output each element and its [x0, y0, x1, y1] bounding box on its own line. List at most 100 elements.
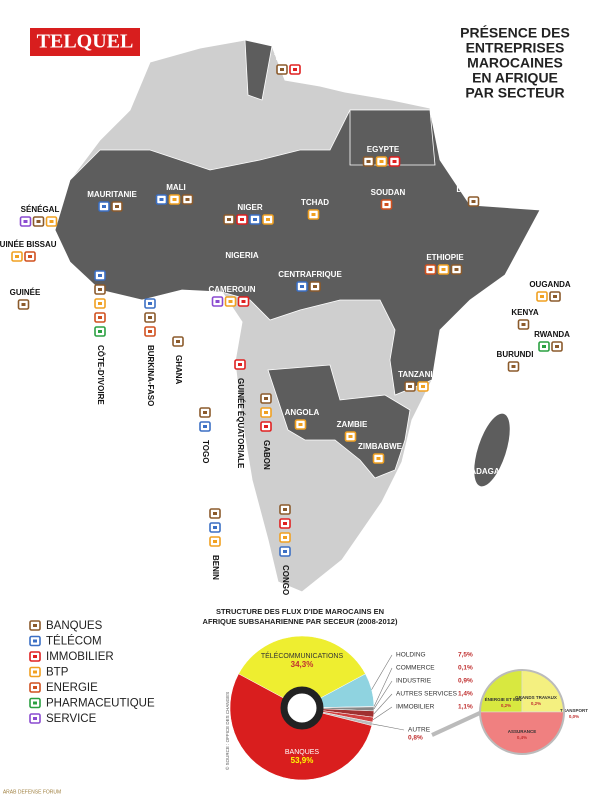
country-name: TCHAD: [301, 198, 329, 207]
sector-icon-detail: [283, 508, 287, 511]
country-name: GUINÉE ÉQUATORIALE: [236, 378, 245, 469]
pie-outline: [479, 669, 565, 755]
title-line: PRÉSENCE DES: [460, 25, 570, 41]
sector-icon-detail: [33, 639, 37, 643]
title-line: ENTREPRISES: [466, 40, 565, 56]
country-name: GUINÉE BISSAU: [0, 240, 57, 249]
sector-icon-detail: [49, 220, 54, 223]
country-name: CAMEROUN: [208, 285, 255, 294]
country-name: MADAGASCAR: [464, 467, 523, 476]
sector-icon-detail: [521, 323, 526, 326]
country-name: CÔTE-D'IVOIRE: [96, 345, 105, 405]
country-name: TOGO: [201, 440, 210, 463]
sector-icon-detail: [313, 285, 317, 288]
sector-icon-detail: [185, 198, 190, 201]
country-name: ZAMBIE: [337, 420, 368, 429]
sector-icon-detail: [23, 220, 28, 223]
sector-icon-detail: [33, 717, 37, 720]
country-name: BURUNDI: [497, 350, 534, 359]
sector-icon-detail: [98, 274, 102, 277]
sector-icon-detail: [392, 160, 397, 163]
sector-icon-detail: [311, 213, 316, 216]
leader-line: [372, 706, 393, 720]
country-name: DJIBOUTI: [456, 185, 493, 194]
slice-name: COMMERCE: [396, 665, 435, 672]
sector-icon-detail: [15, 255, 19, 258]
sector-icon-detail: [33, 655, 37, 658]
slice-name: ÉNERGIE ET MINES: [485, 695, 528, 702]
slice-label: 0,9%: [458, 678, 473, 685]
sector-icon-detail: [176, 340, 180, 343]
slice-name: TRANSPORT: [560, 708, 588, 713]
slice-name: ASSURANCE: [508, 729, 537, 734]
slice-label: 0,0%: [569, 714, 579, 719]
dark-countries-north: [54, 109, 541, 396]
sector-icon-detail: [300, 285, 304, 288]
sector-icon-detail: [471, 200, 476, 203]
sector-icon-detail: [172, 198, 177, 201]
slice-name: INDUSTRIE: [396, 678, 432, 685]
leader-line: [371, 654, 393, 690]
country-name: BURKINA-FASO: [146, 345, 155, 406]
sector-icon-detail: [283, 536, 287, 539]
slice-name: TÉLÉCOMMUNICATIONS: [261, 651, 344, 660]
slice-name: HOLDING: [396, 652, 426, 659]
country-name: GHANA: [174, 355, 183, 385]
sector-icon-detail: [441, 268, 446, 271]
logo-box: [30, 28, 140, 56]
sector-icon-detail: [298, 423, 303, 426]
sector-icon-detail: [241, 300, 246, 303]
country-name: ETHIOPIE: [426, 253, 464, 262]
slice-name: AUTRES SERVICES: [396, 691, 458, 698]
sector-icon-detail: [213, 526, 217, 529]
sector-icon-detail: [379, 160, 384, 163]
sector-icon-detail: [228, 300, 233, 303]
sector-icon-detail: [293, 68, 297, 71]
sector-icon-detail: [148, 302, 152, 305]
sector-icon-detail: [148, 330, 152, 333]
country-name: GABON: [262, 440, 271, 470]
country-name: OUGANDA: [529, 280, 571, 289]
sector-icon-detail: [102, 205, 106, 208]
sector-icon-detail: [540, 295, 544, 298]
sector-icon-detail: [555, 345, 559, 348]
legend-label: BTP: [46, 667, 69, 679]
sector-icon-detail: [28, 255, 32, 258]
sector-icon-detail: [454, 268, 459, 271]
dark-countries-south: [267, 364, 411, 479]
sector-icon-detail: [238, 363, 242, 366]
logo: TELQUEL: [37, 31, 134, 53]
sector-icon-detail: [115, 205, 119, 208]
legend-label: IMMOBILIER: [46, 651, 114, 663]
sector-icon-detail: [33, 686, 37, 689]
dark-country-tunisia-egypt: [244, 39, 436, 166]
sector-icon-detail: [21, 303, 26, 306]
legend-label: ENERGIE: [46, 682, 98, 694]
country-name: NIGER: [237, 203, 263, 212]
sector-icon-detail: [213, 512, 217, 515]
slice-label: 7,5%: [458, 652, 473, 659]
sector-icon-detail: [428, 268, 433, 271]
country-name: MALI: [166, 183, 186, 192]
sector-icon-detail: [511, 365, 516, 368]
sector-icon-detail: [36, 220, 41, 223]
donut-hole-ring: [280, 686, 324, 730]
sector-icon-detail: [203, 411, 207, 414]
slice-label: 53,9%: [291, 756, 314, 765]
legend-label: BANQUES: [46, 620, 103, 632]
sector-icon-detail: [408, 385, 412, 388]
slice-label: 1,4%: [458, 691, 473, 698]
leader-line: [373, 693, 393, 715]
title-line: EN AFRIQUE: [472, 70, 558, 86]
sector-icon-detail: [348, 435, 353, 438]
sector-icon-detail: [215, 300, 220, 303]
sector-icon-detail: [283, 522, 287, 525]
sector-icon-detail: [227, 218, 231, 221]
country-name: MAURITANIE: [87, 190, 137, 199]
sector-icon-detail: [203, 425, 207, 428]
watermark: ARAB DEFENSE FORUM: [3, 789, 61, 795]
sector-icon-detail: [264, 411, 268, 414]
country-name: CENTRAFRIQUE: [278, 270, 342, 279]
sector-icon-detail: [283, 550, 287, 553]
